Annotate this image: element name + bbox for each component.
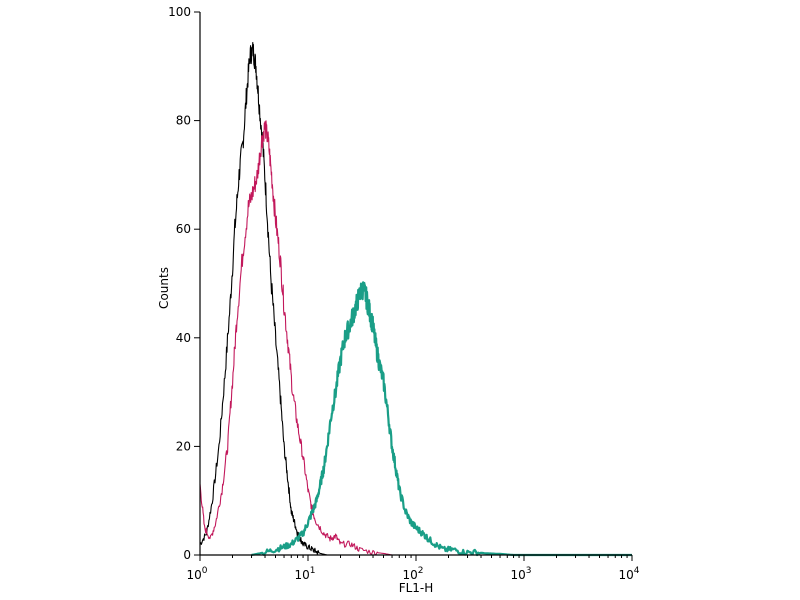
x-tick-exponent: 3 [526, 566, 532, 576]
x-tick-base: 10 [294, 568, 309, 582]
y-tick-label: 100 [168, 5, 191, 19]
y-tick-label: 40 [176, 331, 191, 345]
x-tick-label: 103 [510, 566, 531, 582]
x-tick-base: 10 [402, 568, 417, 582]
x-tick-label: 104 [618, 566, 639, 582]
y-tick-label: 60 [176, 222, 191, 236]
x-tick-base: 10 [186, 568, 201, 582]
x-tick-base: 10 [618, 568, 633, 582]
y-tick-label: 20 [176, 439, 191, 453]
series-line-teal [251, 281, 632, 557]
x-ticks: 100 101 102 103 104 [186, 555, 640, 582]
y-axis-label: Counts [157, 267, 171, 309]
x-tick-label: 100 [186, 566, 207, 582]
x-axis-label: FL1-H [399, 581, 434, 595]
x-tick-exponent: 2 [418, 566, 424, 576]
x-tick-exponent: 1 [310, 566, 316, 576]
series-layer [199, 41, 632, 557]
x-tick-label: 102 [402, 566, 423, 582]
y-tick-label: 0 [183, 548, 191, 562]
x-tick-label: 101 [294, 566, 315, 582]
series-line-black [199, 41, 328, 556]
y-tick-label: 80 [176, 114, 191, 128]
x-tick-base: 10 [510, 568, 525, 582]
x-tick-exponent: 4 [634, 566, 640, 576]
series-line-magenta [199, 120, 393, 556]
y-ticks: 0 20 40 60 80 100 [168, 5, 200, 562]
x-tick-exponent: 0 [202, 566, 208, 576]
